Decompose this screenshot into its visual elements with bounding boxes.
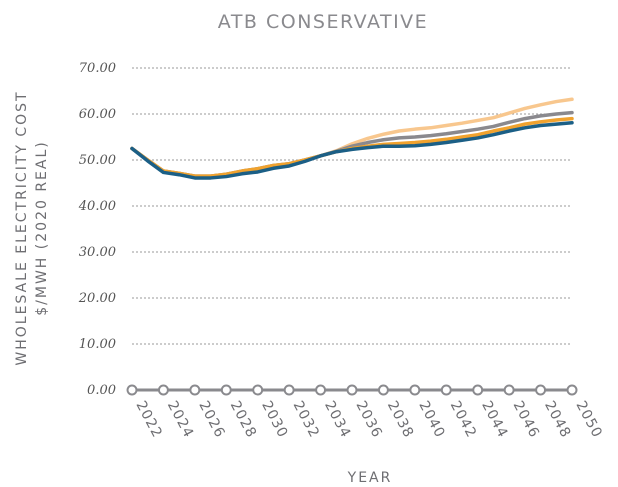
series-line <box>130 120 574 180</box>
x-axis-title: YEAR <box>347 470 393 486</box>
x-tick-mark <box>189 384 201 396</box>
x-tick-mark <box>346 384 358 396</box>
x-tick-mark <box>126 384 138 396</box>
y-tick-label: 70.00 <box>79 61 116 76</box>
y-tick-label: 50.00 <box>79 153 116 168</box>
x-tick-label: 2040 <box>415 398 448 441</box>
y-axis-title: $/MWH (2020 REAL) <box>34 140 50 315</box>
x-tick-label: 2034 <box>321 398 354 441</box>
y-tick-label: 30.00 <box>79 245 116 260</box>
x-tick-mark <box>566 384 578 396</box>
x-tick-label: 2042 <box>447 398 480 441</box>
y-tick-label: 0.00 <box>87 383 116 398</box>
series-line <box>130 97 574 178</box>
x-tick-label: 2044 <box>478 398 511 441</box>
x-tick-mark <box>472 384 484 396</box>
x-tick-label: 2036 <box>352 398 385 441</box>
x-tick-label: 2028 <box>227 398 260 441</box>
series-line <box>130 116 574 178</box>
x-tick-mark <box>283 384 295 396</box>
x-tick-mark <box>377 384 389 396</box>
x-tick-mark <box>535 384 547 396</box>
y-axis-title-group: WHOLESALE ELECTRICITY COST $/MWH (2020 R… <box>14 90 50 365</box>
x-tick-mark <box>315 384 327 396</box>
x-tick-mark <box>157 384 169 396</box>
x-tick-mark <box>220 384 232 396</box>
x-tick-mark <box>503 384 515 396</box>
y-tick-label: 10.00 <box>79 337 116 352</box>
x-tick-label: 2030 <box>258 398 291 441</box>
chart-title: ATB CONSERVATIVE <box>218 11 428 33</box>
y-tick-label: 20.00 <box>78 291 116 306</box>
x-tick-label: 2026 <box>195 398 228 441</box>
x-tick-label: 2048 <box>541 398 574 441</box>
x-tick-mark <box>440 384 452 396</box>
x-tick-label: 2032 <box>290 398 323 441</box>
x-tick-label: 2046 <box>510 398 543 441</box>
x-tick-label: 2024 <box>164 398 197 441</box>
y-axis-title: WHOLESALE ELECTRICITY COST <box>14 90 30 365</box>
y-tick-label: 60.00 <box>79 107 116 122</box>
x-tick-label: 2038 <box>384 398 417 441</box>
x-tick-mark <box>409 384 421 396</box>
x-tick-label: 2022 <box>132 398 165 441</box>
x-tick-mark <box>252 384 264 396</box>
y-tick-label: 40.00 <box>78 199 116 214</box>
x-tick-label: 2050 <box>572 398 605 441</box>
